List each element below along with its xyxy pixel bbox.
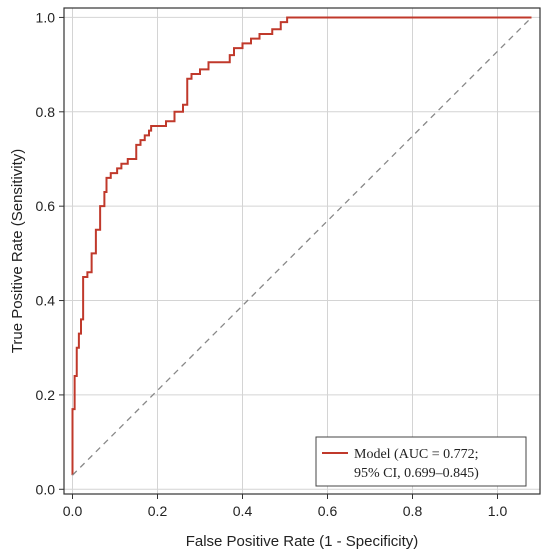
x-axis-ticks: 0.0 0.2 0.4 0.6 0.8 1.0 — [63, 494, 508, 519]
x-tick-label-4: 0.8 — [403, 503, 423, 519]
y-tick-label-1: 0.2 — [36, 387, 56, 403]
x-tick-label-2: 0.4 — [233, 503, 253, 519]
grid-lines — [64, 8, 540, 494]
reference-diagonal-line — [72, 16, 532, 476]
x-tick-label-3: 0.6 — [318, 503, 338, 519]
series-layer — [71, 16, 532, 476]
legend-entry-model-line-1: Model (AUC = 0.772; — [354, 447, 479, 462]
roc-curve-model — [71, 16, 532, 476]
x-tick-label-5: 1.0 — [488, 503, 508, 519]
y-tick-label-2: 0.4 — [36, 293, 56, 309]
legend-entry-model-line-2: 95% CI, 0.699–0.845) — [354, 466, 479, 481]
plot-frame — [63, 7, 541, 495]
x-axis-title: False Positive Rate (1 - Specificity) — [186, 533, 419, 550]
legend-box — [315, 436, 527, 487]
y-tick-label-4: 0.8 — [36, 104, 56, 120]
legend: Model (AUC = 0.772; 95% CI, 0.699–0.845) — [315, 436, 527, 487]
y-tick-label-3: 0.6 — [36, 198, 56, 214]
x-tick-label-0: 0.0 — [63, 503, 83, 519]
x-tick-label-1: 0.2 — [148, 503, 168, 519]
y-tick-label-0: 0.0 — [36, 481, 56, 497]
y-tick-label-5: 1.0 — [36, 9, 56, 25]
y-axis-ticks: 0.0 0.2 0.4 0.6 0.8 1.0 — [36, 9, 64, 497]
y-axis-title: True Positive Rate (Sensitivity) — [9, 149, 26, 354]
